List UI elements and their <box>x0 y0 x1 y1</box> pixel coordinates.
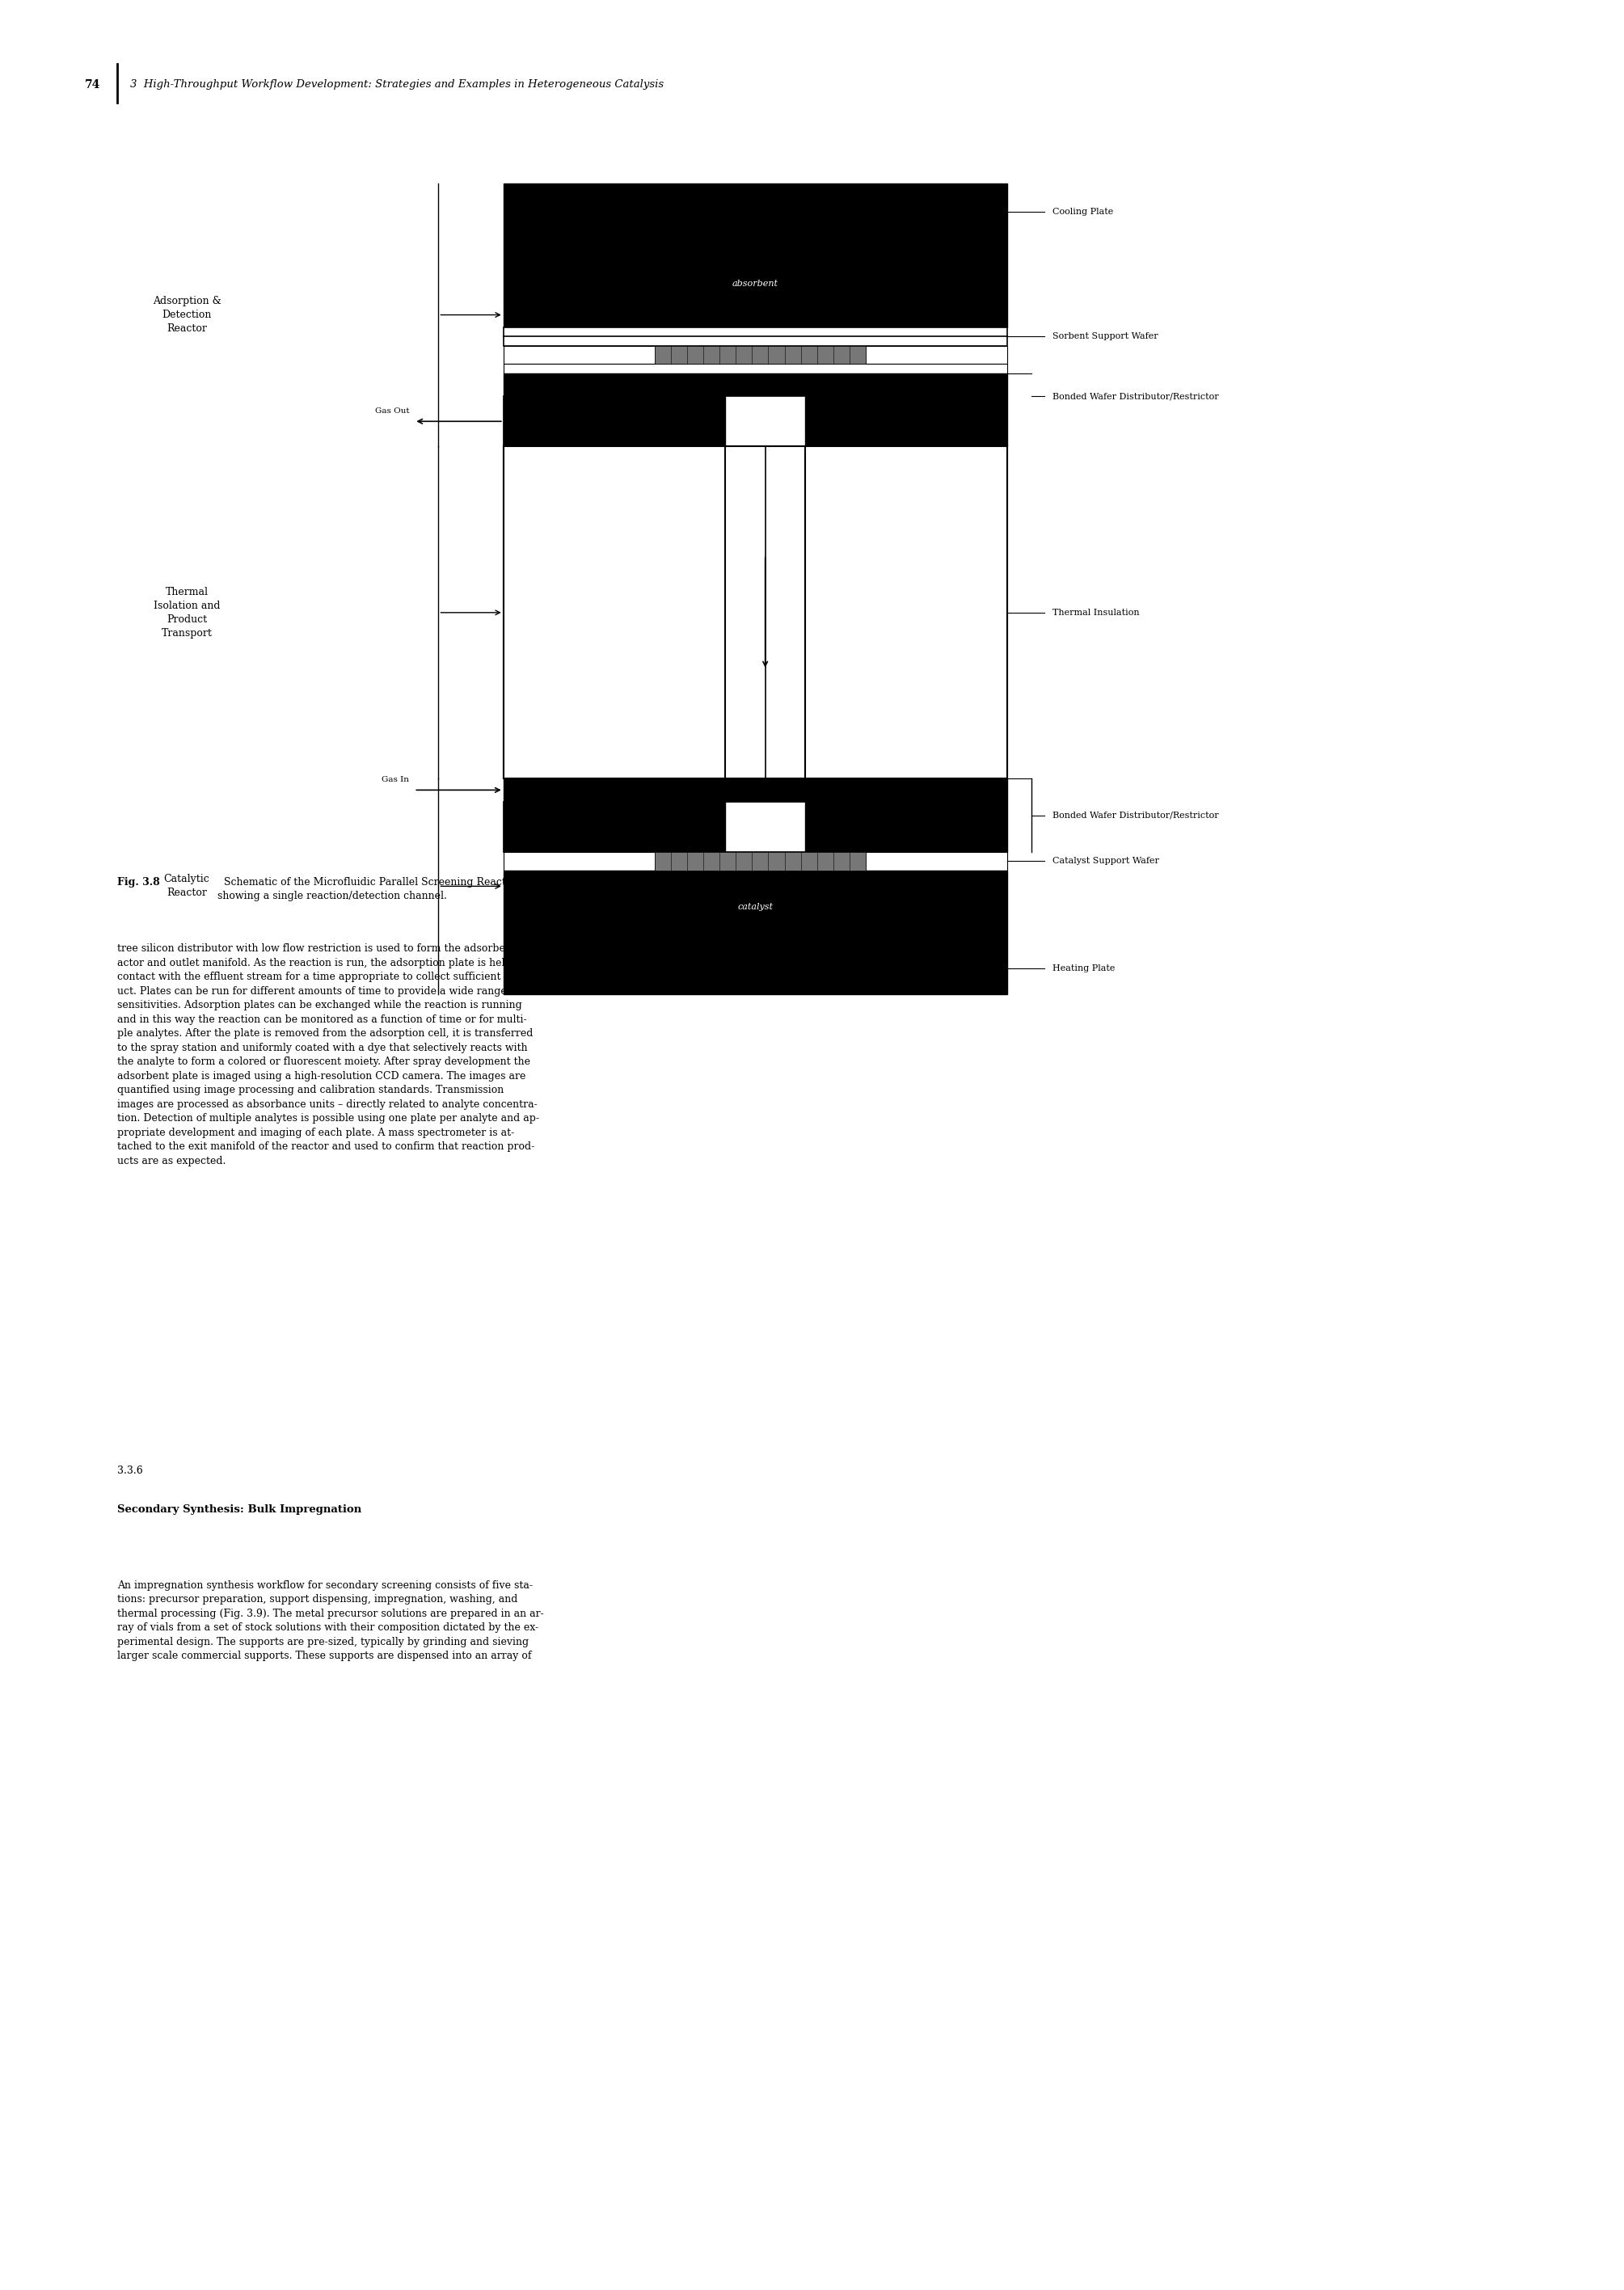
Bar <box>503 870 1007 943</box>
Text: Bonded Wafer Distributor/Restrictor: Bonded Wafer Distributor/Restrictor <box>1052 811 1218 820</box>
Text: Catalytic
Reactor: Catalytic Reactor <box>164 875 209 898</box>
Text: Bonded Wafer Distributor/Restrictor: Bonded Wafer Distributor/Restrictor <box>1052 392 1218 401</box>
Text: Heating Plate: Heating Plate <box>1052 964 1116 973</box>
Bar <box>503 346 1007 364</box>
Bar <box>806 396 1007 447</box>
Text: 3  High-Throughput Workflow Development: Strategies and Examples in Heterogeneou: 3 High-Throughput Workflow Development: … <box>130 80 664 89</box>
Bar <box>503 801 1007 852</box>
Text: absorbent: absorbent <box>732 279 778 289</box>
Bar <box>654 852 866 870</box>
Text: Cooling Plate: Cooling Plate <box>1052 208 1112 215</box>
Text: Sorbent Support Wafer: Sorbent Support Wafer <box>1052 332 1158 341</box>
Text: Thermal
Isolation and
Product
Transport: Thermal Isolation and Product Transport <box>153 586 221 639</box>
Bar <box>806 801 1007 852</box>
Text: Fig. 3.8: Fig. 3.8 <box>117 877 159 889</box>
Bar <box>503 943 1007 994</box>
Bar <box>503 183 1007 240</box>
Text: Secondary Synthesis: Bulk Impregnation: Secondary Synthesis: Bulk Impregnation <box>117 1505 361 1516</box>
Bar <box>503 852 1007 870</box>
Text: Gas In: Gas In <box>382 776 409 783</box>
Bar <box>503 447 724 779</box>
Bar <box>503 396 724 447</box>
Bar <box>503 447 1007 779</box>
Text: Schematic of the Microfluidic Parallel Screening Reactor System
showing a single: Schematic of the Microfluidic Parallel S… <box>218 877 557 902</box>
Text: Thermal Insulation: Thermal Insulation <box>1052 609 1140 616</box>
Text: 74: 74 <box>84 80 101 89</box>
Bar <box>503 240 1007 327</box>
Text: Catalyst Support Wafer: Catalyst Support Wafer <box>1052 856 1160 866</box>
Text: catalyst: catalyst <box>737 902 773 911</box>
Text: Adsorption &
Detection
Reactor: Adsorption & Detection Reactor <box>153 295 221 334</box>
Text: An impregnation synthesis workflow for secondary screening consists of five sta-: An impregnation synthesis workflow for s… <box>117 1580 544 1660</box>
Text: Gas Out: Gas Out <box>375 408 409 414</box>
Bar <box>503 327 1007 346</box>
Bar <box>654 346 866 364</box>
Bar <box>806 447 1007 779</box>
Bar <box>503 801 724 852</box>
Text: tree silicon distributor with low flow restriction is used to form the adsorbent: tree silicon distributor with low flow r… <box>117 943 539 1166</box>
Bar <box>503 396 1007 447</box>
Bar <box>503 364 1007 373</box>
Text: 3.3.6: 3.3.6 <box>117 1466 143 1477</box>
Bar <box>503 779 1007 801</box>
Bar <box>503 373 1007 396</box>
